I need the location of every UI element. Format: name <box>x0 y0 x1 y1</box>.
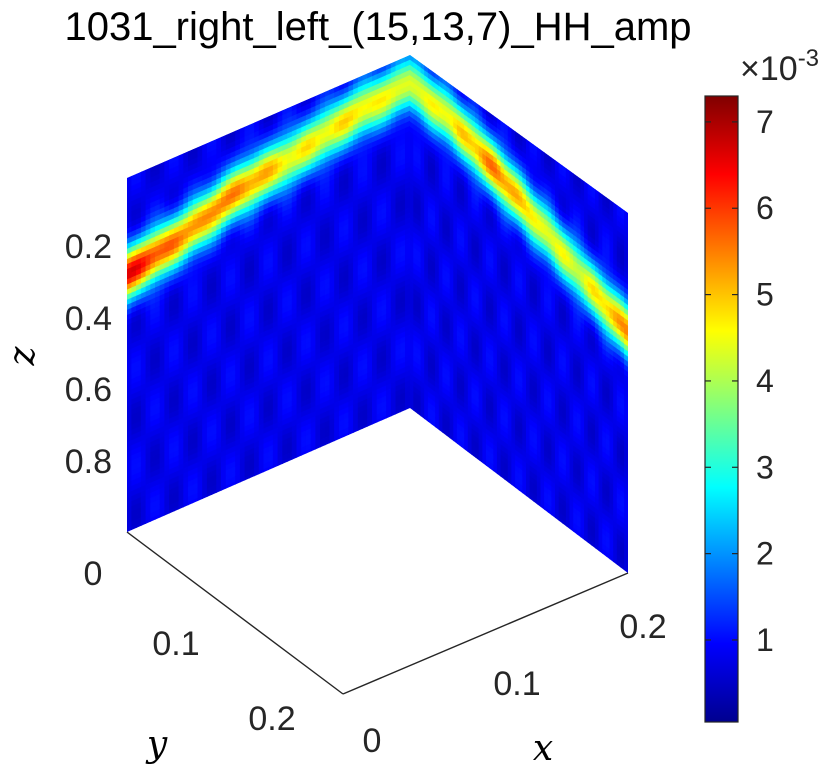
heatmap-cell <box>127 526 132 532</box>
heatmap-cell <box>424 419 429 429</box>
right-slice-face <box>410 55 628 573</box>
heatmap-cell <box>416 414 422 424</box>
chart-title: 1031_right_left_(15,13,7)_HH_amp <box>64 5 691 49</box>
left-face-cells <box>127 55 410 532</box>
heatmap-cell <box>427 422 433 432</box>
heatmap-cell <box>420 417 425 427</box>
floor-axes <box>126 531 629 695</box>
left-slice-face <box>127 55 410 532</box>
heatmap-cell <box>413 411 418 421</box>
heatmap-cell <box>410 409 414 419</box>
heatmap-cell <box>431 425 436 434</box>
right-face-cells <box>410 55 628 573</box>
